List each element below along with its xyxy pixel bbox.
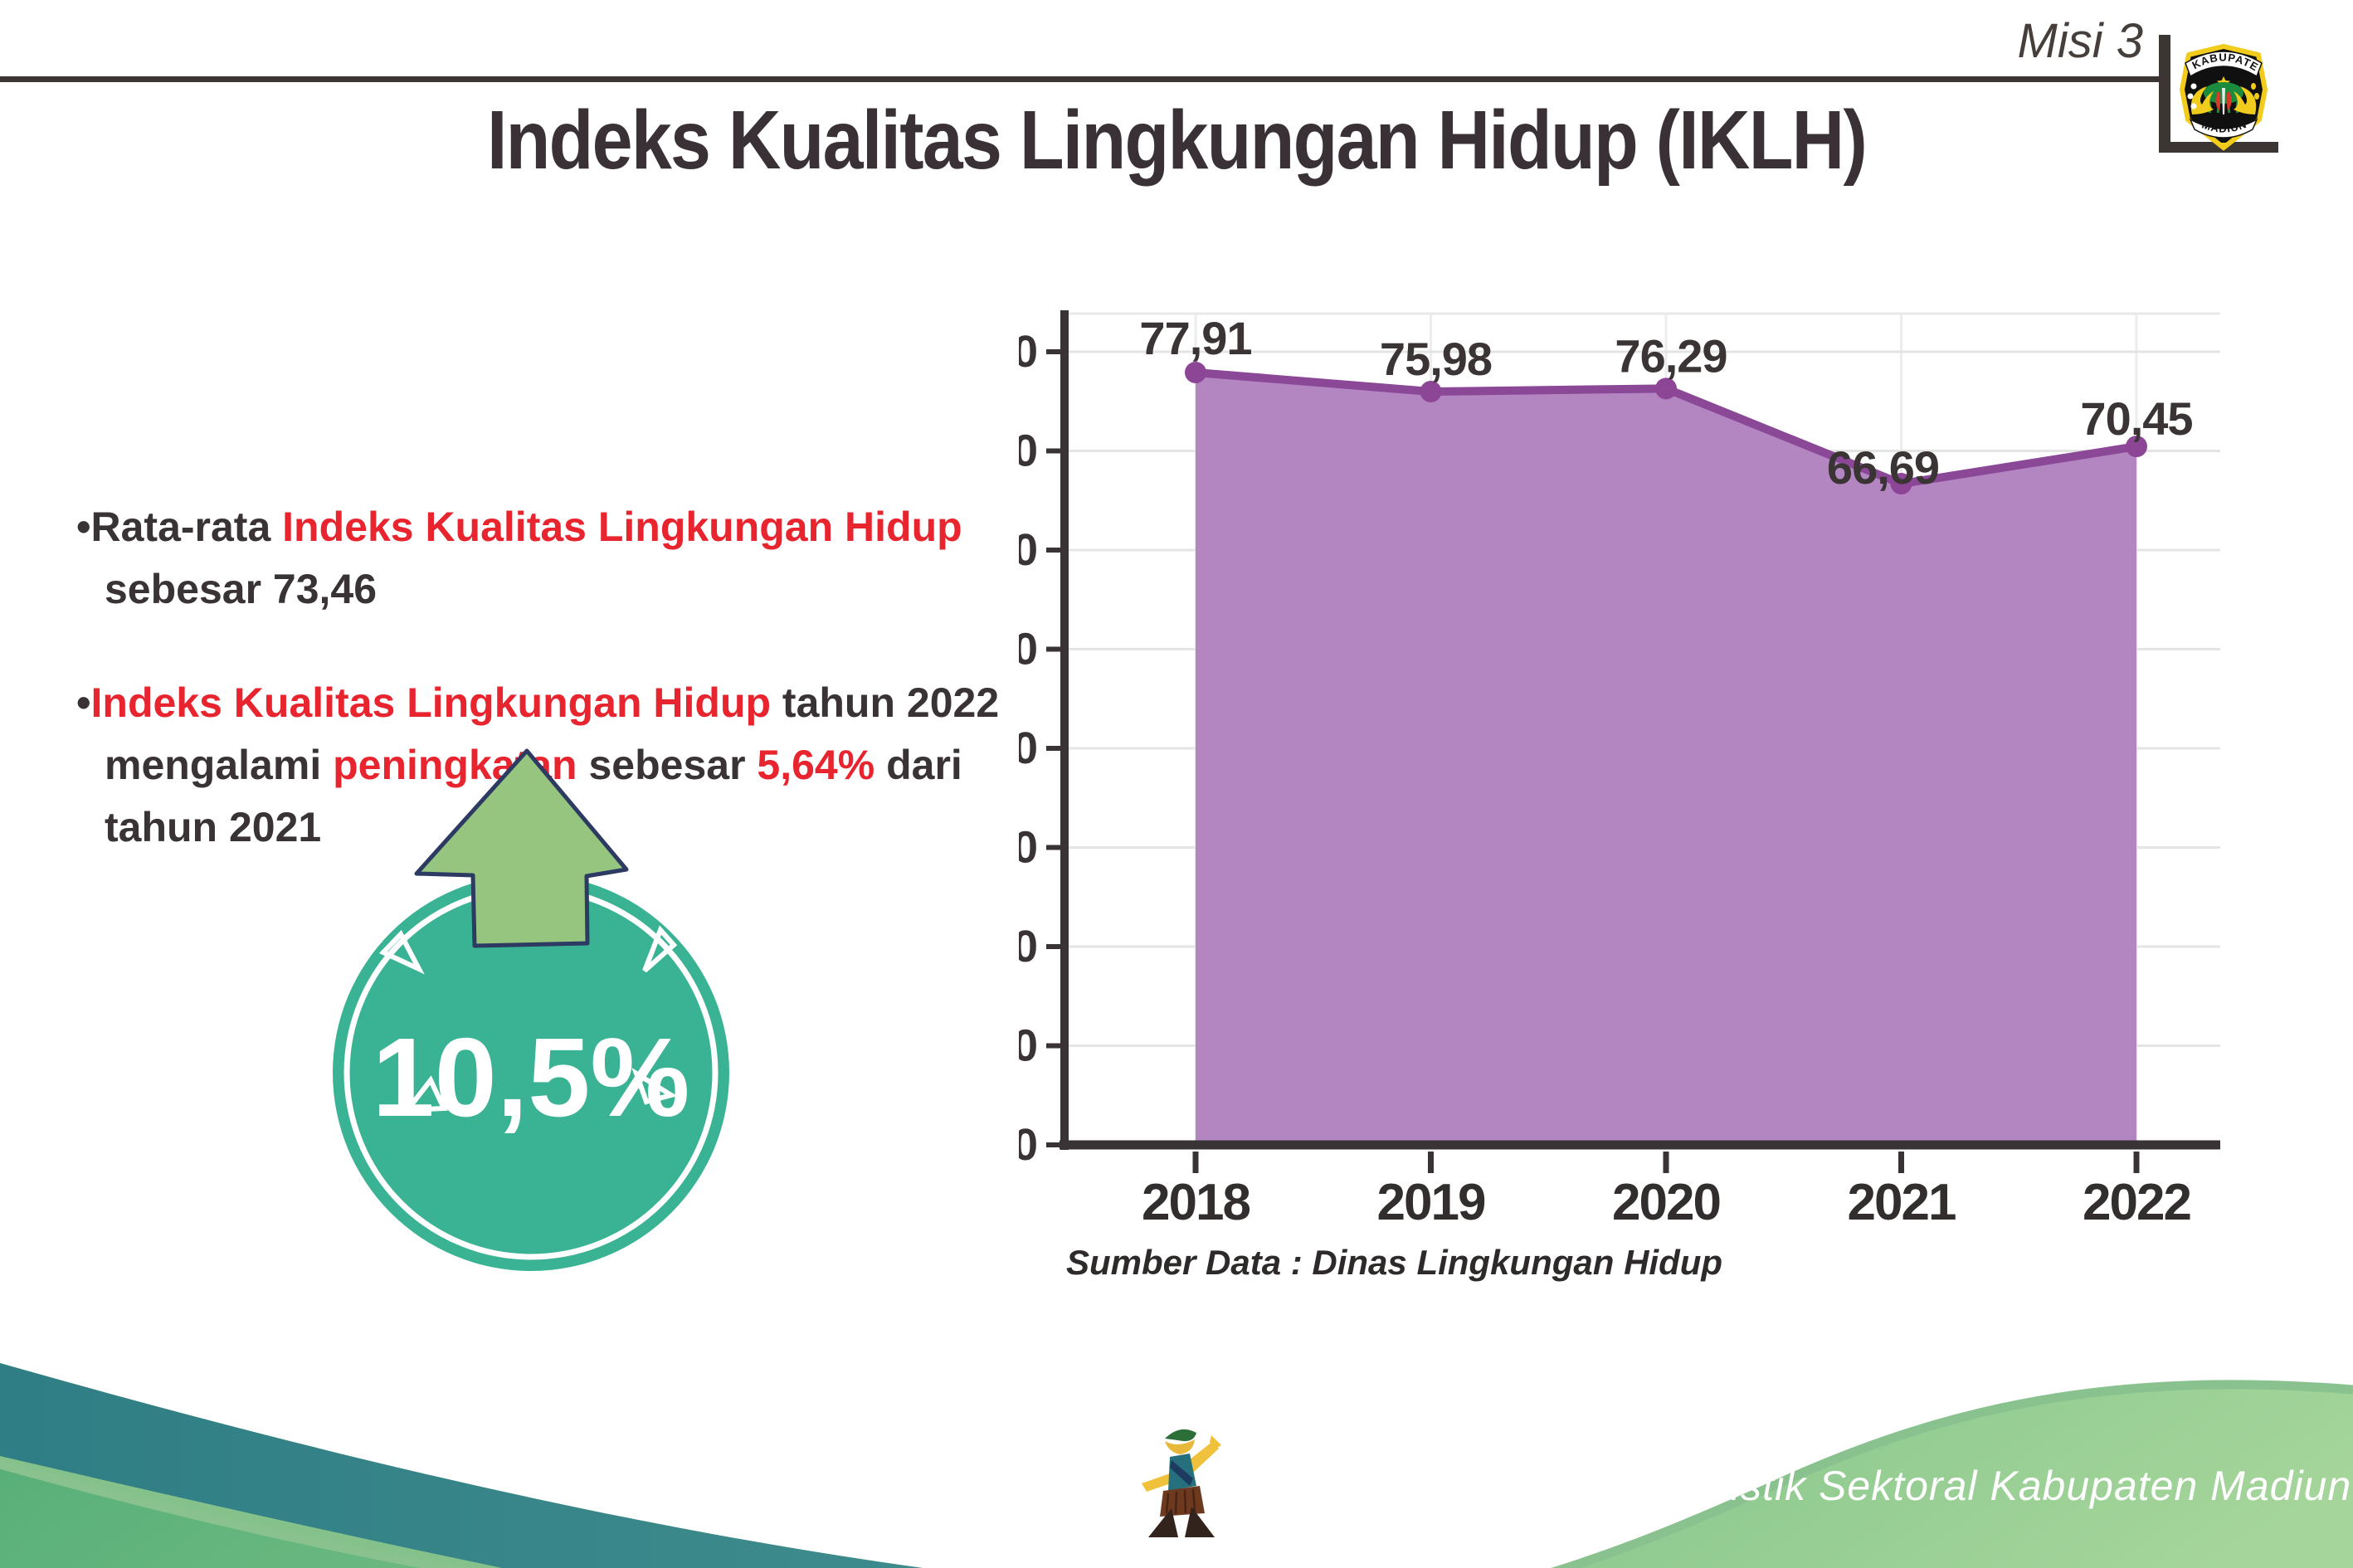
page-title: Indeks Kualitas Lingkungan Hidup (IKLH) — [486, 94, 1868, 187]
bullet-text-segment: tahun 2022 mengalami — [105, 679, 1000, 788]
svg-text:2022: 2022 — [2083, 1174, 2190, 1231]
badge-value: 10,5% — [373, 1015, 690, 1140]
footer-waves — [0, 1363, 2353, 1568]
footer-green-wave — [0, 1384, 2353, 1568]
chart-axes — [1060, 310, 2220, 1150]
footer-teal-wave — [0, 1363, 923, 1568]
kabupaten-madiun-logo-icon: KABUPATEN MADIUN — [2174, 38, 2268, 151]
svg-text:0: 0 — [1019, 1120, 1036, 1170]
svg-text:30: 30 — [1019, 823, 1036, 873]
bullet-text-segment: Indeks Kualitas Lingkungan Hidup — [90, 679, 772, 726]
svg-text:2021: 2021 — [1848, 1174, 1956, 1231]
svg-text:2019: 2019 — [1377, 1174, 1485, 1231]
logo-corner-bracket — [2159, 35, 2170, 153]
bullet-text-segment: Indeks Kualitas Lingkungan Hidup — [282, 504, 962, 550]
badge-spark-decorations — [378, 925, 678, 1113]
bullet-text-segment: sebesar — [577, 742, 758, 788]
logo-bottom-banner: MADIUN — [2200, 118, 2248, 135]
logo-corner-bracket — [2159, 142, 2278, 153]
chart-markers — [1185, 361, 2147, 495]
up-arrow-icon — [414, 748, 629, 948]
svg-text:80: 80 — [1019, 327, 1036, 377]
svg-text:60: 60 — [1019, 525, 1036, 575]
svg-text:MADIUN: MADIUN — [2200, 118, 2248, 135]
footer-green-underlay — [0, 1363, 923, 1568]
increase-badge: 10,5% — [333, 748, 729, 1271]
header-divider — [0, 76, 2161, 82]
svg-text:77,91: 77,91 — [1139, 312, 1251, 364]
svg-text:10: 10 — [1019, 1021, 1036, 1071]
chart-value-labels: 77,91 75,98 76,29 66,69 70,45 — [1139, 312, 2193, 494]
svg-text:2020: 2020 — [1612, 1174, 1720, 1231]
svg-text:40: 40 — [1019, 723, 1036, 773]
svg-text:2018: 2018 — [1142, 1174, 1250, 1231]
misi-label: Misi 3 — [2017, 14, 2143, 68]
bullet-text-segment: sebesar 73,46 — [105, 566, 378, 612]
chart-area — [1196, 372, 2136, 1146]
mascot-icon — [1142, 1429, 1221, 1537]
svg-text:66,69: 66,69 — [1827, 441, 1939, 494]
bullet-text-segment: Rata-rata — [90, 504, 283, 550]
svg-text:75,98: 75,98 — [1380, 333, 1492, 385]
x-axis-labels: 2018 2019 2020 2021 2022 — [1142, 1152, 2192, 1231]
bullet-dot: • — [76, 504, 91, 550]
bullet-text-segment: 5,64% — [757, 742, 875, 788]
chart-source-note: Sumber Data : Dinas Lingkungan Hidup — [1066, 1243, 1723, 1282]
svg-text:70: 70 — [1019, 426, 1036, 476]
svg-text:50: 50 — [1019, 625, 1036, 674]
footer-caption: Media Infografis Data Statistik Sektoral… — [1230, 1463, 2352, 1557]
footer-green-wave-rim — [0, 1380, 2353, 1568]
svg-text:76,29: 76,29 — [1615, 329, 1727, 382]
svg-text:70,45: 70,45 — [2080, 392, 2192, 445]
y-axis-labels: 0 10 20 30 40 50 60 70 80 — [1019, 327, 1063, 1170]
svg-text:20: 20 — [1019, 922, 1036, 971]
iklh-area-chart: 0 10 20 30 40 50 60 70 80 2018 2019 2020 2021 2022 77,… — [1019, 310, 2220, 1231]
bullet-text-segment: dari tahun 2021 — [105, 742, 962, 850]
bullet-dot: • — [76, 679, 91, 726]
bullet-item-average: •Rata-rata Indeks Kualitas Lingkungan Hi… — [76, 496, 1014, 621]
